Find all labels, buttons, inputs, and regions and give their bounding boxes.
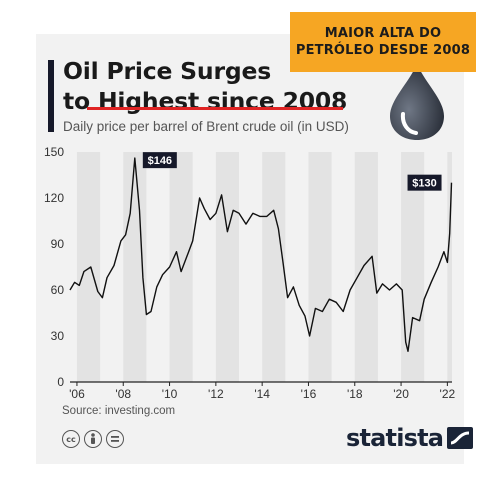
chart-subtitle: Daily price per barrel of Brent crude oi… [63,119,349,134]
title-line2-prefix: to [63,87,98,115]
x-tick-label: '08 [115,387,131,401]
title-line1: Oil Price Surges [63,57,271,85]
oil-drop-icon [390,64,444,140]
portuguese-banner: MAIOR ALTA DO PETRÓLEO DESDE 2008 [290,12,476,72]
x-tick-label: '16 [301,387,317,401]
y-tick-label: 90 [51,237,65,251]
brand-name: statista [346,424,444,452]
license-icons: cc [62,430,124,448]
y-tick-label: 150 [44,145,64,159]
year-band [308,152,332,382]
x-tick-label: '10 [162,387,178,401]
annotation-label: $130 [412,178,436,190]
statista-mark-icon [447,427,474,449]
year-band [262,152,286,382]
year-band [447,152,452,382]
year-band [169,152,193,382]
cc-icon: cc [62,430,80,448]
x-tick-label: '12 [208,387,224,401]
x-tick-label: '18 [347,387,363,401]
banner-text: MAIOR ALTA DO PETRÓLEO DESDE 2008 [295,26,471,58]
brent-price-line [69,157,453,352]
x-tick-label: '14 [254,387,270,401]
y-tick-label: 0 [57,375,64,389]
source-note: Source: investing.com [62,405,176,417]
annotation-box [407,174,442,191]
x-tick-label: '22 [440,387,456,401]
year-band [123,152,147,382]
x-tick-label: '06 [69,387,85,401]
no-derivatives-icon [106,430,124,448]
title-accent-bar [48,60,54,132]
annotation-box [142,152,177,169]
statista-logo: statista [346,424,474,452]
year-band [401,152,425,382]
year-band [76,152,101,382]
chart-title: Oil Price Surges to Highest since 2008 [63,56,347,116]
year-band [354,152,378,382]
y-tick-label: 120 [44,191,64,205]
year-band [215,152,240,382]
attribution-icon [84,430,102,448]
annotation-label: $146 [148,155,172,167]
y-tick-label: 30 [51,329,65,343]
title-underline [87,107,343,110]
title-highlight: Highest since 2008 [97,87,348,115]
x-tick-label: '20 [393,387,409,401]
y-tick-label: 60 [51,283,65,297]
